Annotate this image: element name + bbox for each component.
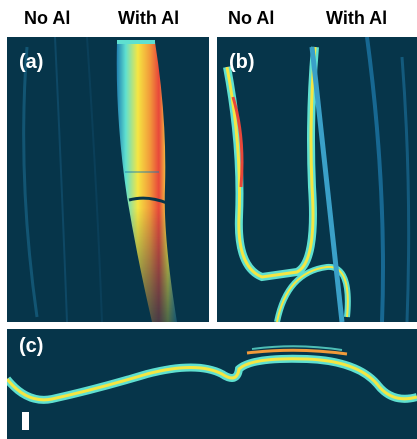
micrograph-a-image [7,37,209,322]
scale-bar [22,412,29,430]
micrograph-b-image [217,37,417,322]
micrograph-c-image [7,329,417,439]
panel-label-b: (b) [229,51,255,73]
micrograph-panel-a: (a) [7,37,209,322]
micrograph-panel-c: (c) [7,329,417,439]
column-label-with-al-2: With Al [326,8,388,28]
column-label-with-al-1: With Al [118,8,180,28]
column-label-no-al-1: No Al [24,8,71,28]
micrograph-panel-b: (b) [217,37,417,322]
column-label-no-al-2: No Al [228,8,275,28]
panel-label-a: (a) [19,51,44,73]
panel-label-c: (c) [19,335,44,357]
